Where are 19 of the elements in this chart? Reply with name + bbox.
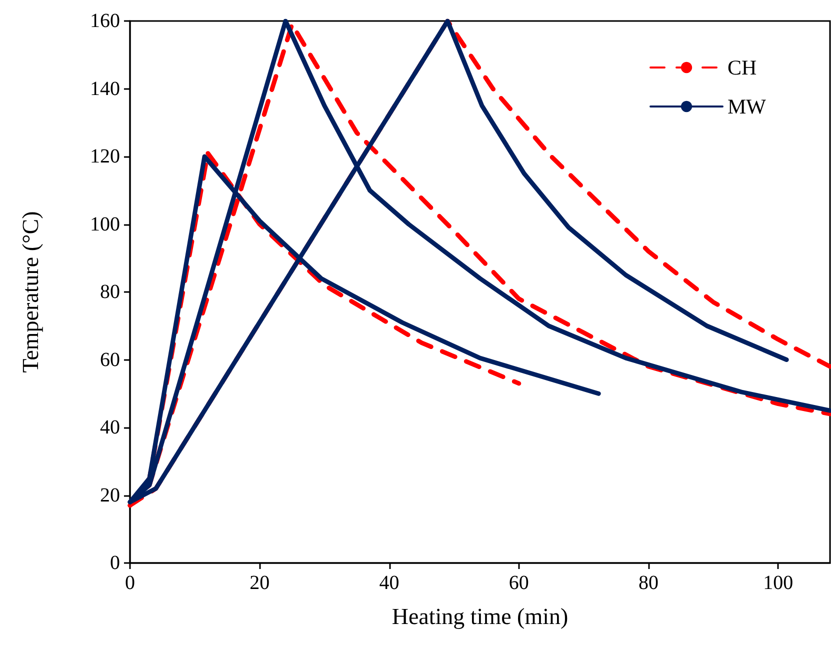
y-tick-label: 0 — [110, 552, 120, 574]
x-tick-label: 20 — [250, 572, 270, 594]
x-axis-title: Heating time (min) — [392, 604, 568, 629]
legend-label: MW — [728, 94, 766, 118]
x-tick-label: 60 — [508, 572, 529, 594]
y-tick-label: 140 — [90, 78, 120, 100]
y-tick-label: 100 — [90, 213, 120, 236]
x-tick-label: 0 — [125, 572, 135, 594]
x-tick-label: 100 — [763, 572, 794, 594]
legend-label: CH — [728, 56, 757, 80]
x-tick-label: 40 — [379, 572, 400, 594]
y-tick-label: 60 — [100, 348, 120, 371]
x-tick-label: 80 — [638, 572, 659, 594]
y-tick-label: 160 — [90, 10, 120, 32]
y-tick-label: 120 — [90, 146, 120, 168]
y-tick-label: 20 — [100, 484, 120, 506]
y-tick-label: 40 — [100, 416, 120, 438]
y-axis-title: Temperature (°C) — [18, 211, 43, 373]
y-tick-label: 80 — [100, 281, 120, 303]
